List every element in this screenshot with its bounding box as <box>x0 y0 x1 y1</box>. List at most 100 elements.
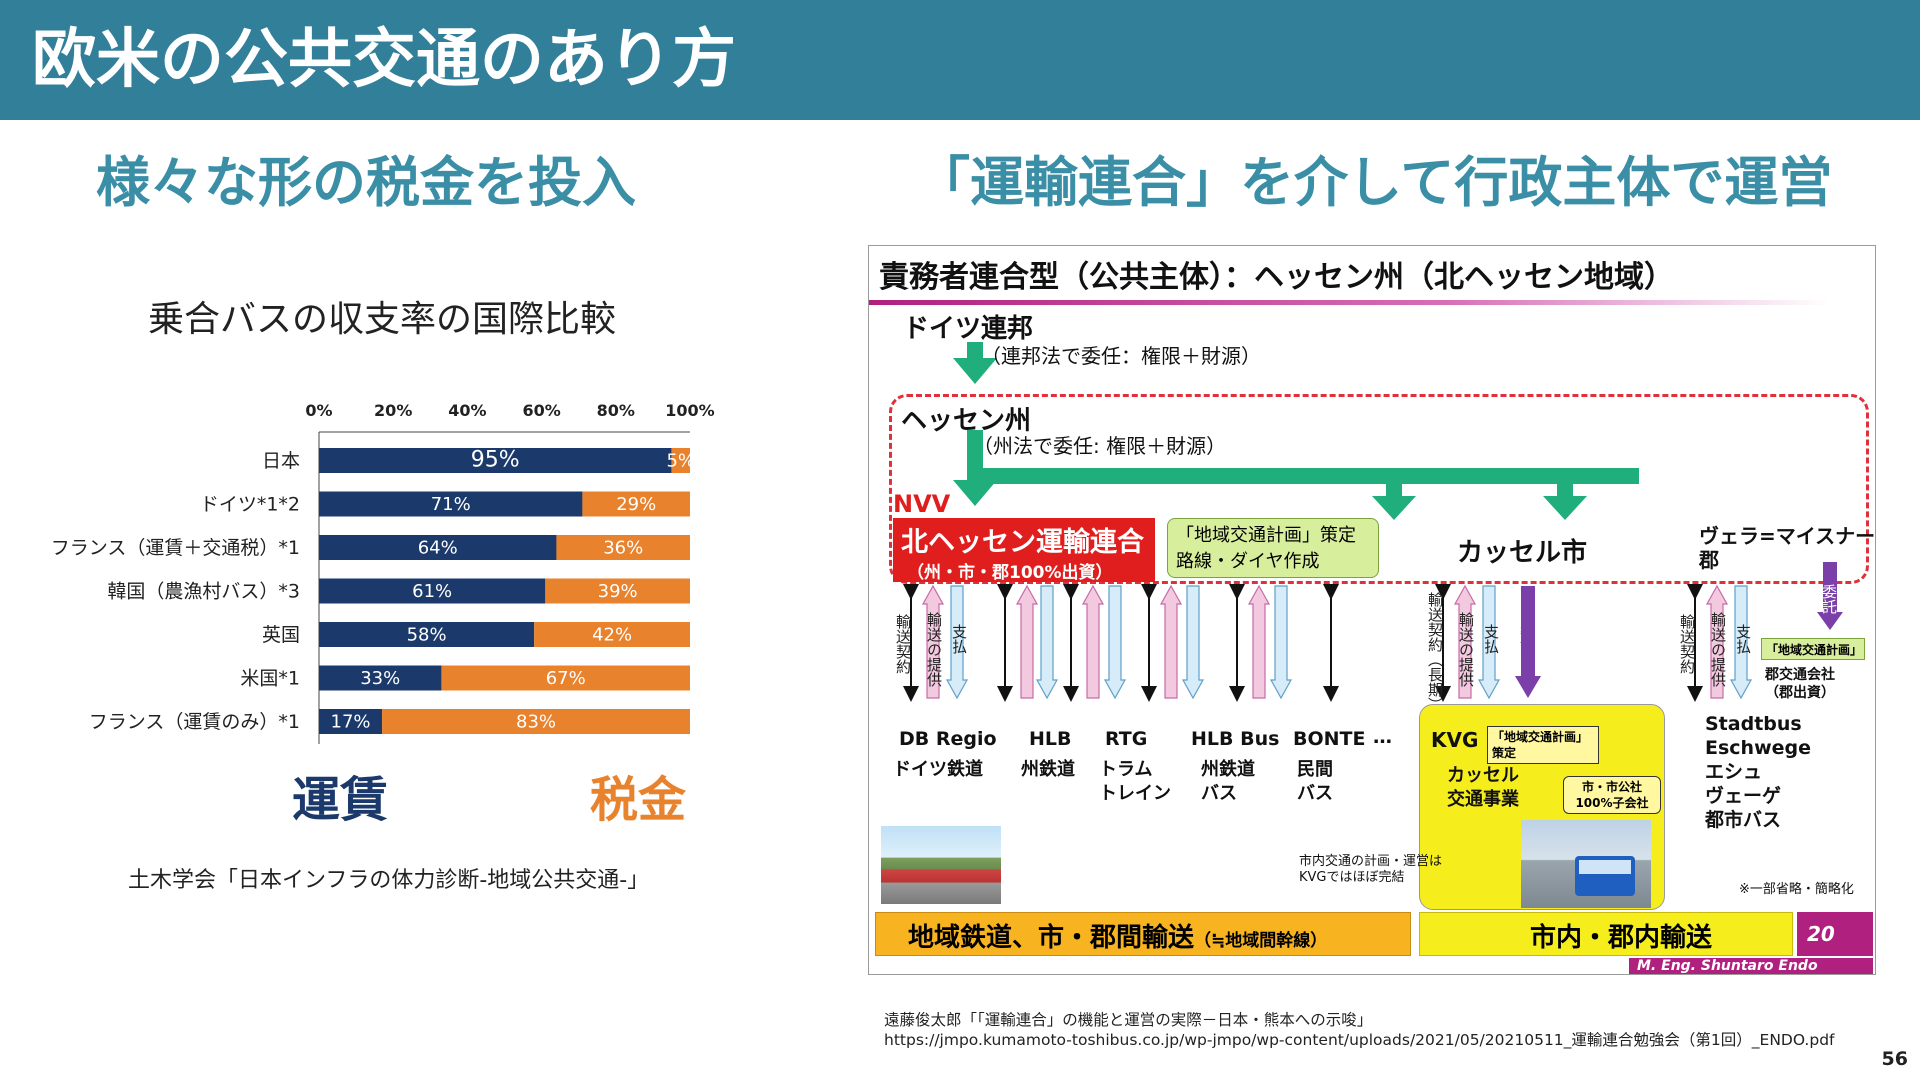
data-label: 95% <box>471 448 520 473</box>
x-tick-label: 80% <box>597 401 635 420</box>
stadtbus-label: Stadtbus Eschwege エシュ ヴェーゲ 都市バス <box>1705 713 1812 831</box>
operator-type: 州鉄道 バス <box>1201 759 1255 804</box>
kvg-label: KVG <box>1431 728 1479 752</box>
category-label: フランス（運賃のみ）*1 <box>89 711 300 733</box>
data-label: 29% <box>616 494 656 515</box>
kvg-name: カッセル 交通事業 <box>1447 765 1519 810</box>
left-heading: 様々な形の税金を投入 <box>96 151 636 214</box>
down-arrow-icon <box>1372 496 1416 520</box>
x-tick-label: 0% <box>305 401 332 420</box>
operator-name: HLB Bus <box>1191 728 1280 750</box>
chart-source: 土木学会「日本インフラの体力診断-地域公共交通-」 <box>128 868 650 893</box>
data-label: 61% <box>412 581 452 602</box>
data-label: 39% <box>598 581 638 602</box>
label-payment-kvg: 支払 <box>1482 624 1500 654</box>
data-label: 5% <box>666 451 695 472</box>
category-label: 英国 <box>262 624 300 646</box>
bus-photo <box>1521 820 1651 908</box>
label-payment: 支払 <box>950 624 968 654</box>
diagram-page-number: 20 <box>1797 912 1873 956</box>
down-arrow-icon <box>953 480 997 506</box>
data-label: 83% <box>516 712 556 733</box>
category-label: ドイツ*1*2 <box>200 493 300 515</box>
train-photo <box>881 826 1001 904</box>
vellmar-line1: ヴェラ=マイスナー <box>1699 524 1876 548</box>
operator-type: 民間 バス <box>1297 759 1333 804</box>
bar-fare <box>319 578 546 604</box>
category-label: 米国*1 <box>240 667 300 689</box>
operator-ellipsis: … <box>1373 726 1392 748</box>
data-label: 33% <box>360 668 400 689</box>
label-contract-long: 輸送契約（長期） <box>1426 592 1444 712</box>
operator-name: RTG <box>1105 728 1148 750</box>
farebox-ratio-chart: 0% 20% 40% 60% 80% 100% 日本 95% 5% ドイツ*1*2 71% 29% フラ… <box>51 401 715 744</box>
operator-type: トラム トレイン <box>1099 759 1171 804</box>
label-delegate-kvg: 委託 <box>1518 624 1536 654</box>
data-label: 71% <box>431 494 471 515</box>
nvv-box: 北ヘッセン運輸連合 （州・市・郡100%出資） <box>893 518 1155 583</box>
nvv-label: NVV <box>893 490 951 518</box>
data-label: 36% <box>603 538 643 559</box>
vellmar-line2: 郡 <box>1699 548 1719 572</box>
data-label: 17% <box>331 712 371 733</box>
state-boundary <box>889 394 1869 584</box>
data-label: 64% <box>418 538 458 559</box>
regional-banner-text: 地域鉄道、市・郡間輸送 <box>908 923 1195 953</box>
bar-fare <box>319 535 557 560</box>
data-label: 42% <box>592 625 632 646</box>
diagram-author: M. Eng. Shuntaro Endo <box>1629 958 1873 974</box>
source-url: https://jmpo.kumamoto-toshibus.co.jp/wp-… <box>884 1031 1835 1049</box>
page-number: 56 <box>1881 1048 1908 1070</box>
x-tick-label: 60% <box>522 401 560 420</box>
data-label: 58% <box>407 625 447 646</box>
verkehrsverbund-diagram: 責務者連合型（公共主体）：ヘッセン州（北ヘッセン地域） ドイツ連邦 （連邦法で委… <box>868 245 1876 975</box>
kvg-plan-box: 「地域交通計画」策定 <box>1487 726 1599 764</box>
omit-note: ※一部省略・簡略化 <box>1739 882 1854 897</box>
federal-arrow-shaft <box>967 342 983 362</box>
label-contract: 輸送契約 <box>894 614 912 674</box>
bar-tax <box>534 622 690 647</box>
bar-tax <box>671 448 690 473</box>
plan-line2: 路線・ダイヤ作成 <box>1176 551 1320 572</box>
operator-name: BONTE <box>1293 728 1366 750</box>
bar-fare <box>319 709 383 734</box>
legend-fare: 運賃 <box>292 772 389 828</box>
kvg-note: 市内交通の計画・運営は KVGではほぼ完結 <box>1299 854 1443 885</box>
title-bar: 欧米の公共交通のあり方 <box>0 0 1920 120</box>
chart-title: 乗合バスの収支率の国際比較 <box>148 299 617 340</box>
county-company: 郡交通会社 （郡出資） <box>1765 667 1835 701</box>
right-heading: 「運輸連合」を介して行政主体で運営 <box>916 151 1833 214</box>
x-tick-label: 100% <box>665 401 714 420</box>
bar-tax <box>582 491 690 517</box>
label-service: 輸送の提供 <box>925 612 943 687</box>
local-banner: 市内・郡内輸送 <box>1419 912 1793 956</box>
state-arrow-bar <box>967 468 1639 484</box>
label-service-kvg: 輸送の提供 <box>1457 612 1475 687</box>
bar-fare <box>319 665 442 691</box>
operator-name: HLB <box>1029 728 1072 750</box>
regional-plan-box: 「地域交通計画」策定 路線・ダイヤ作成 <box>1167 518 1379 578</box>
x-tick-label: 20% <box>374 401 412 420</box>
slide-title: 欧米の公共交通のあり方 <box>32 23 736 97</box>
vellmar-label: ヴェラ=マイスナー 郡 <box>1699 524 1875 572</box>
bar-tax <box>441 665 690 691</box>
operator-type: 州鉄道 <box>1021 759 1075 780</box>
down-arrow-icon <box>953 358 997 384</box>
label-service-gun: 輸送の提供 <box>1709 612 1727 687</box>
label-payment-gun: 支払 <box>1734 624 1752 654</box>
operator-type: ドイツ鉄道 <box>893 759 983 780</box>
bar-tax <box>556 535 690 560</box>
category-label: 韓国（農漁村バス）*3 <box>107 580 300 602</box>
state-note: （州法で委任: 権限＋財源） <box>973 434 1227 458</box>
down-arrow-icon <box>1543 496 1587 520</box>
source-line1: 遠藤俊太郎「「運輸連合」の機能と運営の実際－日本・熊本への示唆」 <box>884 1011 1373 1029</box>
category-label: フランス（運賃＋交通税）*1 <box>51 537 300 559</box>
state-label: ヘッセン州 <box>901 406 1032 436</box>
nvv-sub: （州・市・郡100%出資） <box>907 563 1113 583</box>
x-tick-label: 40% <box>448 401 486 420</box>
bar-fare <box>319 448 672 473</box>
nvv-name: 北ヘッセン運輸連合 <box>901 527 1144 558</box>
right-source: 遠藤俊太郎「「運輸連合」の機能と運営の実際－日本・熊本への示唆」 https:/… <box>884 1010 1835 1050</box>
diagram-title: 責務者連合型（公共主体）：ヘッセン州（北ヘッセン地域） <box>879 260 1674 295</box>
label-contract-gun: 輸送契約 <box>1678 614 1696 674</box>
